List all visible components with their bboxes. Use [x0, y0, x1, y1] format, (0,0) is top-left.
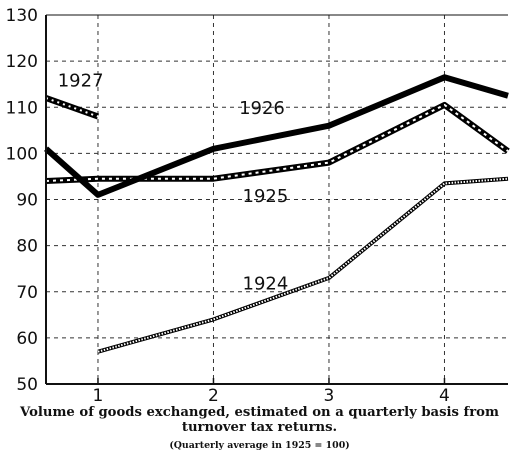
- x-tick-label-2: 2: [208, 386, 219, 405]
- series-1925-line: [45, 101, 510, 184]
- series-1927-line: [44, 95, 100, 120]
- y-tick-label-90: 90: [16, 191, 38, 211]
- y-tick-label-110: 110: [6, 98, 38, 118]
- x-tick-label-3: 3: [324, 386, 335, 405]
- caption-note: (Quarterly average in 1925 = 100): [169, 440, 350, 451]
- y-tick-label-100: 100: [6, 144, 38, 164]
- y-tick-label-120: 120: [6, 52, 38, 72]
- series-label-1927: 1927: [58, 70, 104, 91]
- series-1926-line: [44, 74, 509, 198]
- series-label-1925: 1925: [243, 186, 289, 207]
- y-tick-label-130: 130: [6, 6, 38, 26]
- tick-labels: 50 60 70 80 90 100 110 120 130 1 2 3 4: [6, 6, 450, 405]
- x-tick-label-1: 1: [93, 386, 104, 405]
- series-labels: 1924 1925 1926 1927: [58, 70, 289, 294]
- caption-line-2: turnover tax returns.: [181, 420, 338, 435]
- series-layer: [44, 74, 510, 354]
- caption-line-1: Volume of goods exchanged, estimated on …: [20, 405, 499, 420]
- y-tick-label-70: 70: [16, 283, 38, 303]
- y-tick-label-80: 80: [16, 237, 38, 257]
- y-tick-label-60: 60: [16, 329, 38, 349]
- x-tick-label-4: 4: [439, 386, 450, 405]
- series-label-1926: 1926: [239, 98, 285, 119]
- axes-frame: [45, 14, 508, 385]
- series-label-1924: 1924: [243, 273, 289, 294]
- series-1924-line: [97, 176, 509, 354]
- y-tick-label-50: 50: [16, 375, 38, 395]
- gridlines: [46, 15, 508, 384]
- caption: Volume of goods exchanged, estimated on …: [0, 405, 519, 435]
